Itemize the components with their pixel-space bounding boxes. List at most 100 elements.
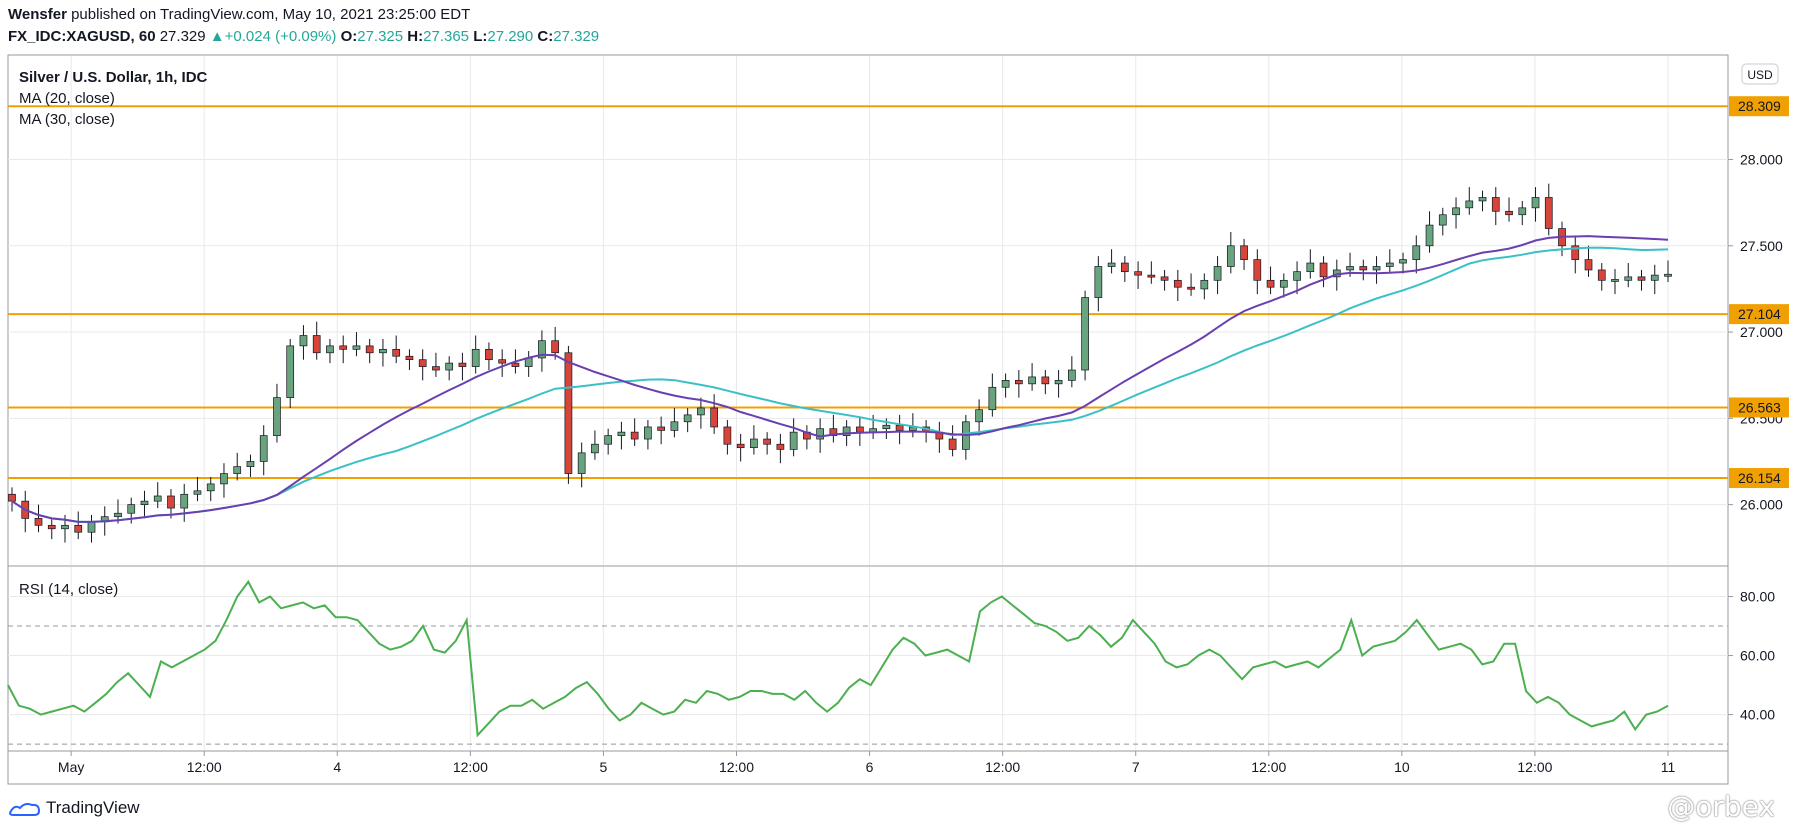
close-label: C: bbox=[537, 28, 554, 45]
candlestick-series bbox=[8, 183, 1672, 543]
price-tick-label: 27.000 bbox=[1740, 324, 1783, 340]
candle bbox=[206, 483, 215, 492]
candle bbox=[1385, 262, 1394, 267]
candle bbox=[273, 397, 281, 436]
candle bbox=[551, 340, 560, 354]
level-tag bbox=[1729, 468, 1789, 489]
tradingview-brand[interactable]: TradingView bbox=[8, 798, 140, 818]
level-tag bbox=[1729, 96, 1789, 117]
candle bbox=[1425, 224, 1434, 247]
candle bbox=[511, 362, 520, 367]
candle bbox=[644, 426, 652, 440]
high-value: 27.365 bbox=[423, 28, 470, 45]
candle bbox=[352, 345, 361, 350]
time-tick-label: 6 bbox=[866, 759, 874, 775]
candle bbox=[140, 500, 149, 505]
ma20-legend[interactable]: MA (20, close) bbox=[19, 90, 115, 107]
candle bbox=[1293, 271, 1301, 281]
rsi-axis[interactable]: 40.00 60.00 80.00 bbox=[1728, 589, 1775, 723]
open-value: 27.325 bbox=[357, 28, 404, 45]
candle bbox=[538, 340, 546, 359]
candle bbox=[1054, 380, 1063, 385]
candle bbox=[1120, 262, 1129, 273]
candle bbox=[789, 431, 798, 450]
candle bbox=[1067, 369, 1076, 381]
candle bbox=[498, 359, 507, 364]
time-tick-label: 5 bbox=[600, 759, 608, 775]
candle bbox=[1226, 245, 1235, 267]
candle bbox=[445, 362, 454, 371]
candle bbox=[604, 435, 613, 445]
candle bbox=[1346, 266, 1354, 271]
level-tag bbox=[1729, 304, 1789, 325]
candle bbox=[1081, 297, 1089, 371]
candle bbox=[153, 495, 162, 502]
publish-info: Wensfer published on TradingView.com, Ma… bbox=[8, 6, 470, 23]
time-tick-label: 12:00 bbox=[1517, 759, 1552, 775]
author-name[interactable]: Wensfer bbox=[8, 6, 67, 23]
candle bbox=[1160, 276, 1169, 281]
candle bbox=[233, 466, 242, 474]
candle bbox=[670, 421, 679, 431]
currency-badge[interactable]: USD bbox=[1741, 63, 1779, 85]
time-tick-label: 12:00 bbox=[187, 759, 222, 775]
horizontal-levels[interactable] bbox=[8, 105, 1728, 480]
watermark: @orbex bbox=[1667, 790, 1775, 823]
candle bbox=[736, 443, 745, 449]
candle bbox=[816, 428, 824, 440]
brand-name: TradingView bbox=[46, 798, 140, 817]
candle bbox=[418, 359, 427, 367]
candle bbox=[114, 512, 122, 518]
series-title[interactable]: Silver / U.S. Dollar, 1h, IDC bbox=[19, 69, 208, 86]
level-tag bbox=[1729, 397, 1789, 418]
candle bbox=[365, 345, 374, 354]
candle bbox=[485, 348, 493, 361]
candle bbox=[193, 490, 202, 495]
candle bbox=[1412, 245, 1421, 260]
candle bbox=[1147, 274, 1156, 278]
candle bbox=[856, 426, 864, 433]
time-tick-label: 12:00 bbox=[985, 759, 1020, 775]
candle bbox=[1624, 276, 1633, 281]
candle bbox=[1531, 197, 1540, 209]
candle bbox=[339, 345, 348, 350]
level-price-tags: 28.309 27.104 26.563 26.154 bbox=[1729, 96, 1789, 489]
candle bbox=[1664, 273, 1672, 277]
candle bbox=[167, 495, 175, 509]
symbol-label: FX_IDC:XAGUSD, 60 bbox=[8, 28, 156, 45]
currency-label: USD bbox=[1747, 68, 1773, 82]
candle bbox=[577, 452, 586, 474]
candle bbox=[1240, 245, 1248, 260]
rsi-bands bbox=[8, 625, 1728, 745]
candle bbox=[948, 438, 957, 450]
price-tick-label: 27.500 bbox=[1740, 238, 1783, 254]
candle bbox=[723, 426, 732, 445]
rsi-legend[interactable]: RSI (14, close) bbox=[19, 581, 118, 598]
candle bbox=[286, 345, 295, 398]
grid-lines bbox=[8, 56, 1728, 750]
candle bbox=[1399, 259, 1407, 264]
candle bbox=[1637, 276, 1646, 281]
level-tag-label: 28.309 bbox=[1738, 98, 1781, 114]
last-price: 27.329 bbox=[159, 28, 206, 45]
time-tick-label: 7 bbox=[1132, 759, 1140, 775]
candle bbox=[1584, 259, 1593, 271]
rsi-tick-label: 40.00 bbox=[1740, 707, 1775, 723]
candle bbox=[1107, 262, 1116, 267]
candle bbox=[564, 352, 573, 474]
candle bbox=[1505, 210, 1513, 216]
ma30-legend[interactable]: MA (30, close) bbox=[19, 111, 115, 128]
candle bbox=[1041, 376, 1050, 385]
candle bbox=[1359, 266, 1368, 271]
rsi-line bbox=[7, 579, 1669, 738]
candle bbox=[1094, 266, 1103, 298]
time-axis[interactable]: May 12:00 4 12:00 5 12:00 6 12:00 7 12:00 10 12:00 1… bbox=[58, 751, 1676, 775]
candle bbox=[882, 424, 891, 430]
time-tick-label: May bbox=[58, 759, 84, 775]
candle bbox=[405, 355, 414, 361]
ma20-line bbox=[11, 235, 1669, 523]
high-label: H: bbox=[407, 28, 424, 45]
candle bbox=[1187, 286, 1195, 290]
